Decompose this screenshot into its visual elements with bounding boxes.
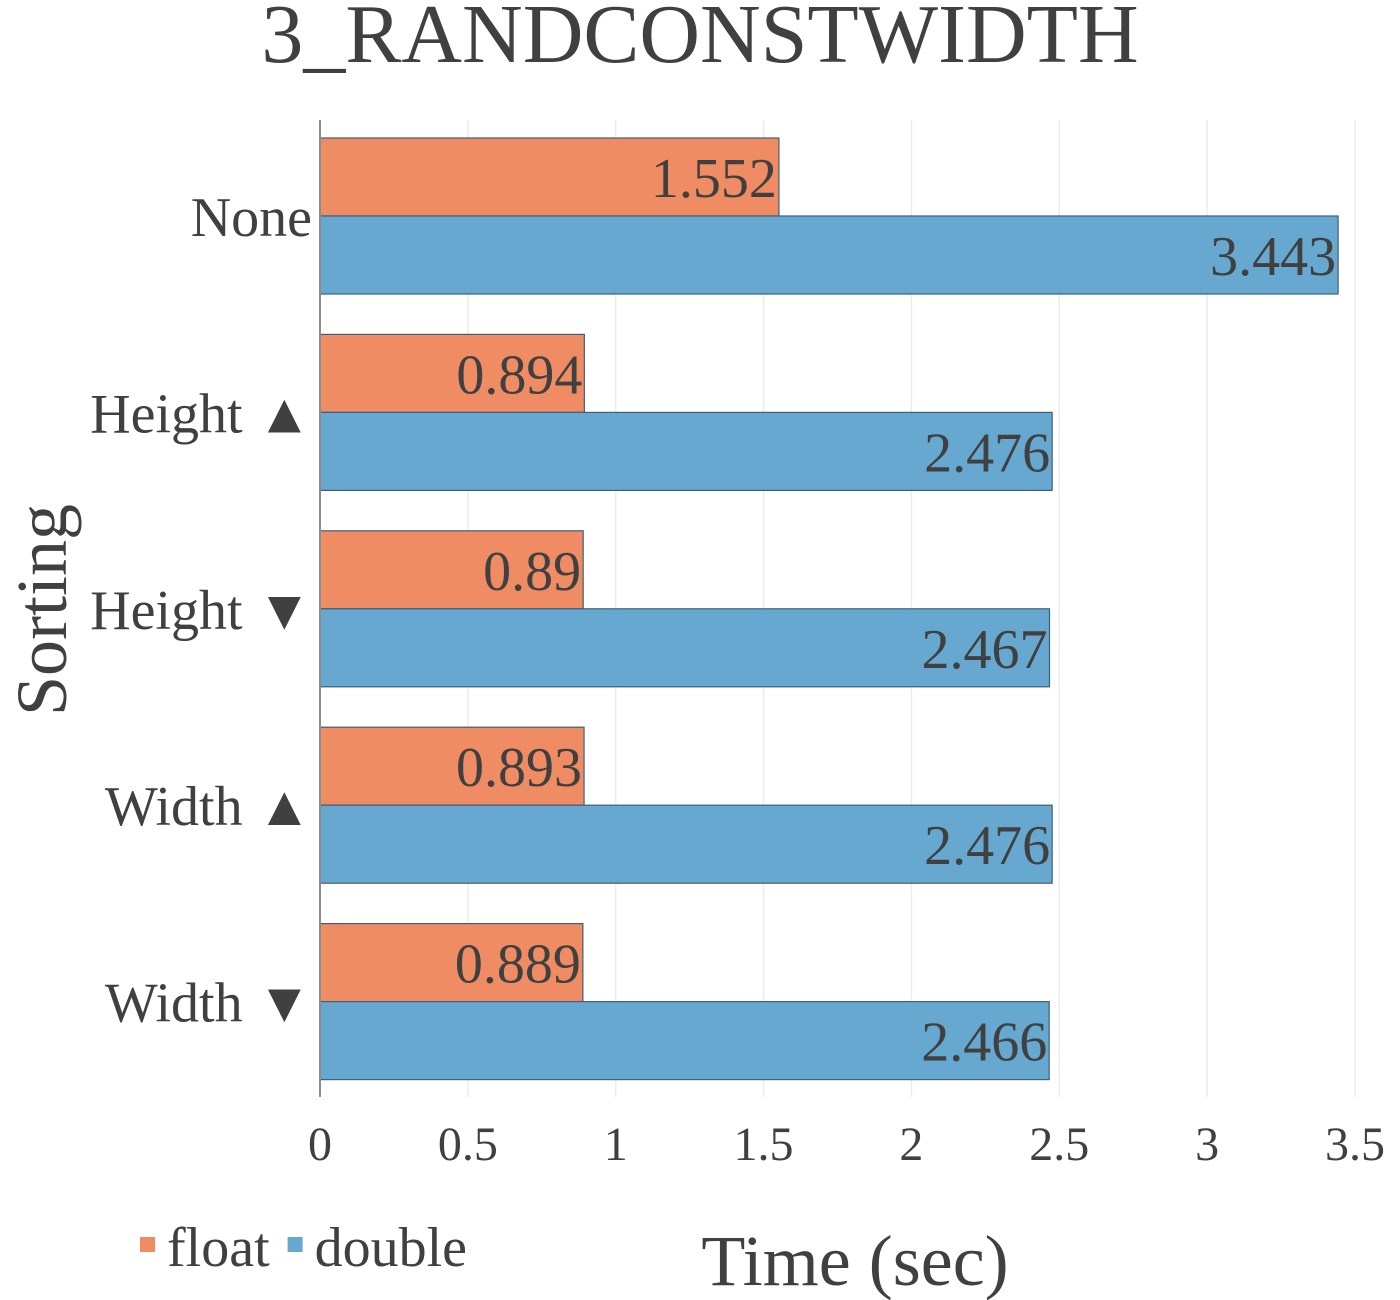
legend-swatch-float bbox=[140, 1237, 155, 1252]
x-tick-label: 2 bbox=[899, 1118, 923, 1171]
data-label-double: 2.476 bbox=[924, 422, 1050, 484]
x-tick-label: 0 bbox=[308, 1118, 332, 1171]
category-labels: None Height ▲ Height ▼ Width ▲ Width ▼ bbox=[90, 187, 312, 1035]
x-tick-label: 1.5 bbox=[734, 1118, 794, 1171]
data-label-float: 0.894 bbox=[456, 344, 582, 406]
chart-title: 3_RANDCONSTWIDTH bbox=[261, 0, 1138, 81]
data-label-double: 3.443 bbox=[1210, 226, 1336, 288]
category-label: None bbox=[191, 187, 312, 249]
bar-float bbox=[319, 726, 585, 806]
legend-label-double: double bbox=[315, 1217, 467, 1279]
y-axis-title: Sorting bbox=[2, 504, 82, 716]
data-label-double: 2.467 bbox=[921, 619, 1047, 681]
bar-double bbox=[319, 411, 1053, 491]
category-label: Width ▼ bbox=[105, 973, 312, 1035]
category-label: Width ▲ bbox=[105, 776, 312, 838]
bar-double bbox=[319, 1000, 1050, 1081]
data-labels: 1.552 3.443 0.894 2.476 0.89 2.467 0.893 2.476 0… bbox=[455, 148, 1336, 1074]
x-tick-label: 1 bbox=[604, 1118, 628, 1171]
bar-double bbox=[319, 608, 1051, 688]
data-label-float: 1.552 bbox=[651, 148, 777, 210]
legend: float double bbox=[140, 1217, 467, 1279]
x-tick-labels: 0 0.5 1 1.5 2 2.5 3 3.5 bbox=[308, 1118, 1385, 1171]
x-tick-label: 2.5 bbox=[1029, 1118, 1089, 1171]
legend-label-float: float bbox=[167, 1217, 270, 1279]
category-label: Height ▼ bbox=[90, 580, 312, 642]
data-label-float: 0.89 bbox=[483, 541, 581, 603]
bar-double bbox=[319, 215, 1339, 295]
legend-swatch-double bbox=[287, 1237, 303, 1252]
category-label: Height ▲ bbox=[90, 383, 312, 445]
bar-float bbox=[319, 530, 584, 610]
x-tick-label: 3.5 bbox=[1325, 1118, 1385, 1171]
data-label-double: 2.466 bbox=[921, 1012, 1047, 1074]
x-tick-label: 3 bbox=[1195, 1118, 1219, 1171]
data-label-float: 0.889 bbox=[455, 934, 581, 996]
x-tick-label: 0.5 bbox=[438, 1118, 498, 1171]
bar-float bbox=[319, 333, 585, 413]
data-label-float: 0.893 bbox=[456, 737, 582, 799]
data-label-double: 2.476 bbox=[924, 815, 1050, 877]
x-axis-title: Time (sec) bbox=[701, 1221, 1008, 1300]
bar-double bbox=[319, 804, 1053, 884]
bars bbox=[319, 137, 1339, 1081]
